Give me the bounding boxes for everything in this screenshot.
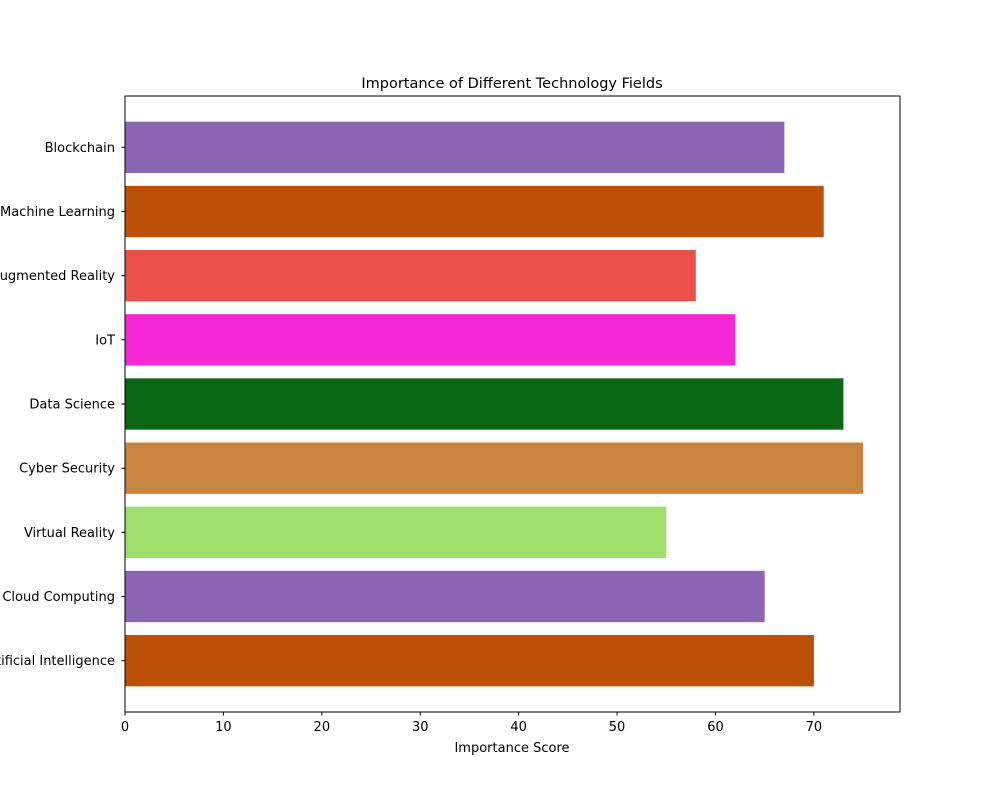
x-tick-label: 40: [510, 720, 527, 735]
x-axis: 0 10 20 30 40 50 60 70: [121, 712, 822, 735]
bar-cloud-computing: [125, 570, 765, 623]
y-axis: Artificial Intelligence Cloud Computing Vi…: [0, 141, 125, 669]
y-tick-label: Data Science: [29, 398, 115, 413]
y-tick-label: Blockchain: [45, 141, 115, 156]
y-tick-label: Machine Learning: [0, 205, 115, 220]
x-tick-label: 10: [215, 720, 232, 735]
y-tick-label: Artificial Intelligence: [0, 654, 115, 669]
x-axis-label: Importance Score: [454, 741, 569, 756]
x-tick-label: 60: [707, 720, 724, 735]
bar-blockchain: [125, 121, 785, 173]
y-tick-label: Augmented Reality: [0, 269, 115, 284]
bar-data-science: [125, 378, 844, 430]
x-tick-label: 0: [121, 720, 129, 735]
x-tick-label: 20: [314, 720, 331, 735]
bar-iot: [125, 314, 736, 366]
x-tick-label: 70: [806, 720, 823, 735]
bar-augmented-reality: [125, 250, 696, 302]
bars-group: [125, 121, 864, 687]
x-tick-label: 30: [412, 720, 429, 735]
y-tick-label: Virtual Reality: [24, 526, 115, 541]
bar-cyber-security: [125, 442, 864, 494]
bar-artificial-intelligence: [125, 635, 814, 687]
bar-machine-learning: [125, 185, 824, 238]
chart-title: Importance of Different Technology Field…: [361, 76, 662, 92]
x-tick-label: 50: [609, 720, 626, 735]
y-tick-label: IoT: [95, 333, 115, 348]
y-tick-label: Cloud Computing: [2, 590, 115, 605]
y-tick-label: Cyber Security: [19, 462, 115, 477]
bar-virtual-reality: [125, 506, 667, 558]
